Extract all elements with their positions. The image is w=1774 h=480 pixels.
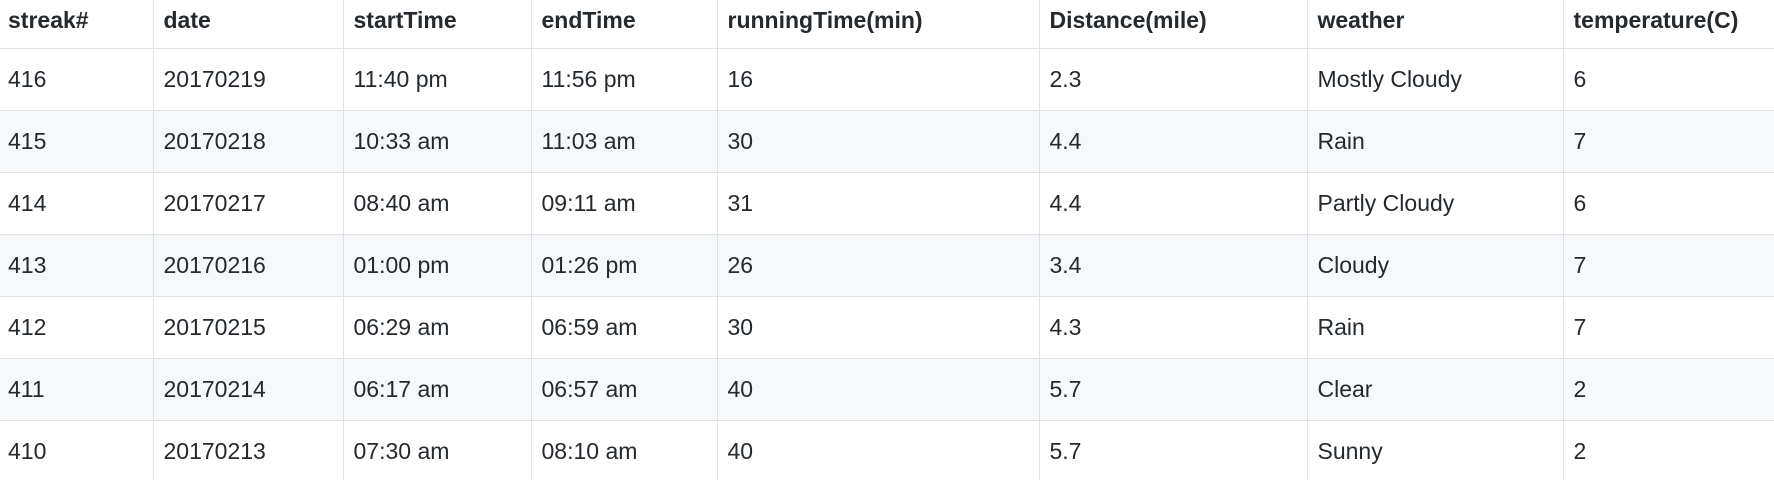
cell-end-time: 06:59 am [530,295,718,359]
cell-temperature: 6 [1562,47,1774,111]
cell-date: 20170218 [152,109,344,173]
cell-date: 20170213 [152,419,344,480]
column-header-distance: Distance(mile) [1038,0,1308,49]
cell-streak: 415 [0,109,154,173]
cell-weather: Cloudy [1306,233,1564,297]
column-header-weather: weather [1306,0,1564,49]
cell-end-time: 11:56 pm [530,47,718,111]
cell-distance: 5.7 [1038,419,1308,480]
table-row: 413 20170216 01:00 pm 01:26 pm 26 3.4 Cl… [0,233,1774,297]
cell-distance: 4.4 [1038,109,1308,173]
cell-running-time: 30 [716,295,1040,359]
cell-end-time: 08:10 am [530,419,718,480]
column-header-streak: streak# [0,0,154,49]
cell-temperature: 2 [1562,419,1774,480]
table-row: 415 20170218 10:33 am 11:03 am 30 4.4 Ra… [0,109,1774,173]
cell-distance: 4.3 [1038,295,1308,359]
cell-end-time: 06:57 am [530,357,718,421]
cell-streak: 410 [0,419,154,480]
cell-running-time: 16 [716,47,1040,111]
cell-running-time: 40 [716,357,1040,421]
cell-temperature: 7 [1562,233,1774,297]
cell-temperature: 6 [1562,171,1774,235]
cell-distance: 2.3 [1038,47,1308,111]
cell-end-time: 01:26 pm [530,233,718,297]
cell-weather: Rain [1306,295,1564,359]
cell-date: 20170215 [152,295,344,359]
cell-distance: 5.7 [1038,357,1308,421]
cell-distance: 4.4 [1038,171,1308,235]
cell-end-time: 09:11 am [530,171,718,235]
cell-streak: 414 [0,171,154,235]
cell-streak: 413 [0,233,154,297]
cell-weather: Mostly Cloudy [1306,47,1564,111]
column-header-end-time: endTime [530,0,718,49]
cell-date: 20170216 [152,233,344,297]
cell-start-time: 01:00 pm [342,233,532,297]
table-row: 412 20170215 06:29 am 06:59 am 30 4.3 Ra… [0,295,1774,359]
cell-start-time: 08:40 am [342,171,532,235]
cell-weather: Partly Cloudy [1306,171,1564,235]
cell-distance: 3.4 [1038,233,1308,297]
table-header-row: streak# date startTime endTime runningTi… [0,0,1774,49]
cell-start-time: 06:29 am [342,295,532,359]
column-header-start-time: startTime [342,0,532,49]
cell-date: 20170217 [152,171,344,235]
cell-running-time: 31 [716,171,1040,235]
table-row: 411 20170214 06:17 am 06:57 am 40 5.7 Cl… [0,357,1774,421]
column-header-date: date [152,0,344,49]
cell-temperature: 7 [1562,109,1774,173]
cell-weather: Sunny [1306,419,1564,480]
cell-running-time: 26 [716,233,1040,297]
cell-streak: 412 [0,295,154,359]
cell-streak: 411 [0,357,154,421]
cell-date: 20170219 [152,47,344,111]
table-row: 416 20170219 11:40 pm 11:56 pm 16 2.3 Mo… [0,47,1774,111]
cell-streak: 416 [0,47,154,111]
table-row: 414 20170217 08:40 am 09:11 am 31 4.4 Pa… [0,171,1774,235]
cell-start-time: 10:33 am [342,109,532,173]
column-header-running-time: runningTime(min) [716,0,1040,49]
cell-weather: Rain [1306,109,1564,173]
table-row: 410 20170213 07:30 am 08:10 am 40 5.7 Su… [0,419,1774,480]
cell-start-time: 06:17 am [342,357,532,421]
cell-running-time: 40 [716,419,1040,480]
cell-date: 20170214 [152,357,344,421]
cell-running-time: 30 [716,109,1040,173]
cell-start-time: 11:40 pm [342,47,532,111]
column-header-temperature: temperature(C) [1562,0,1774,49]
cell-end-time: 11:03 am [530,109,718,173]
cell-start-time: 07:30 am [342,419,532,480]
cell-temperature: 7 [1562,295,1774,359]
cell-temperature: 2 [1562,357,1774,421]
cell-weather: Clear [1306,357,1564,421]
